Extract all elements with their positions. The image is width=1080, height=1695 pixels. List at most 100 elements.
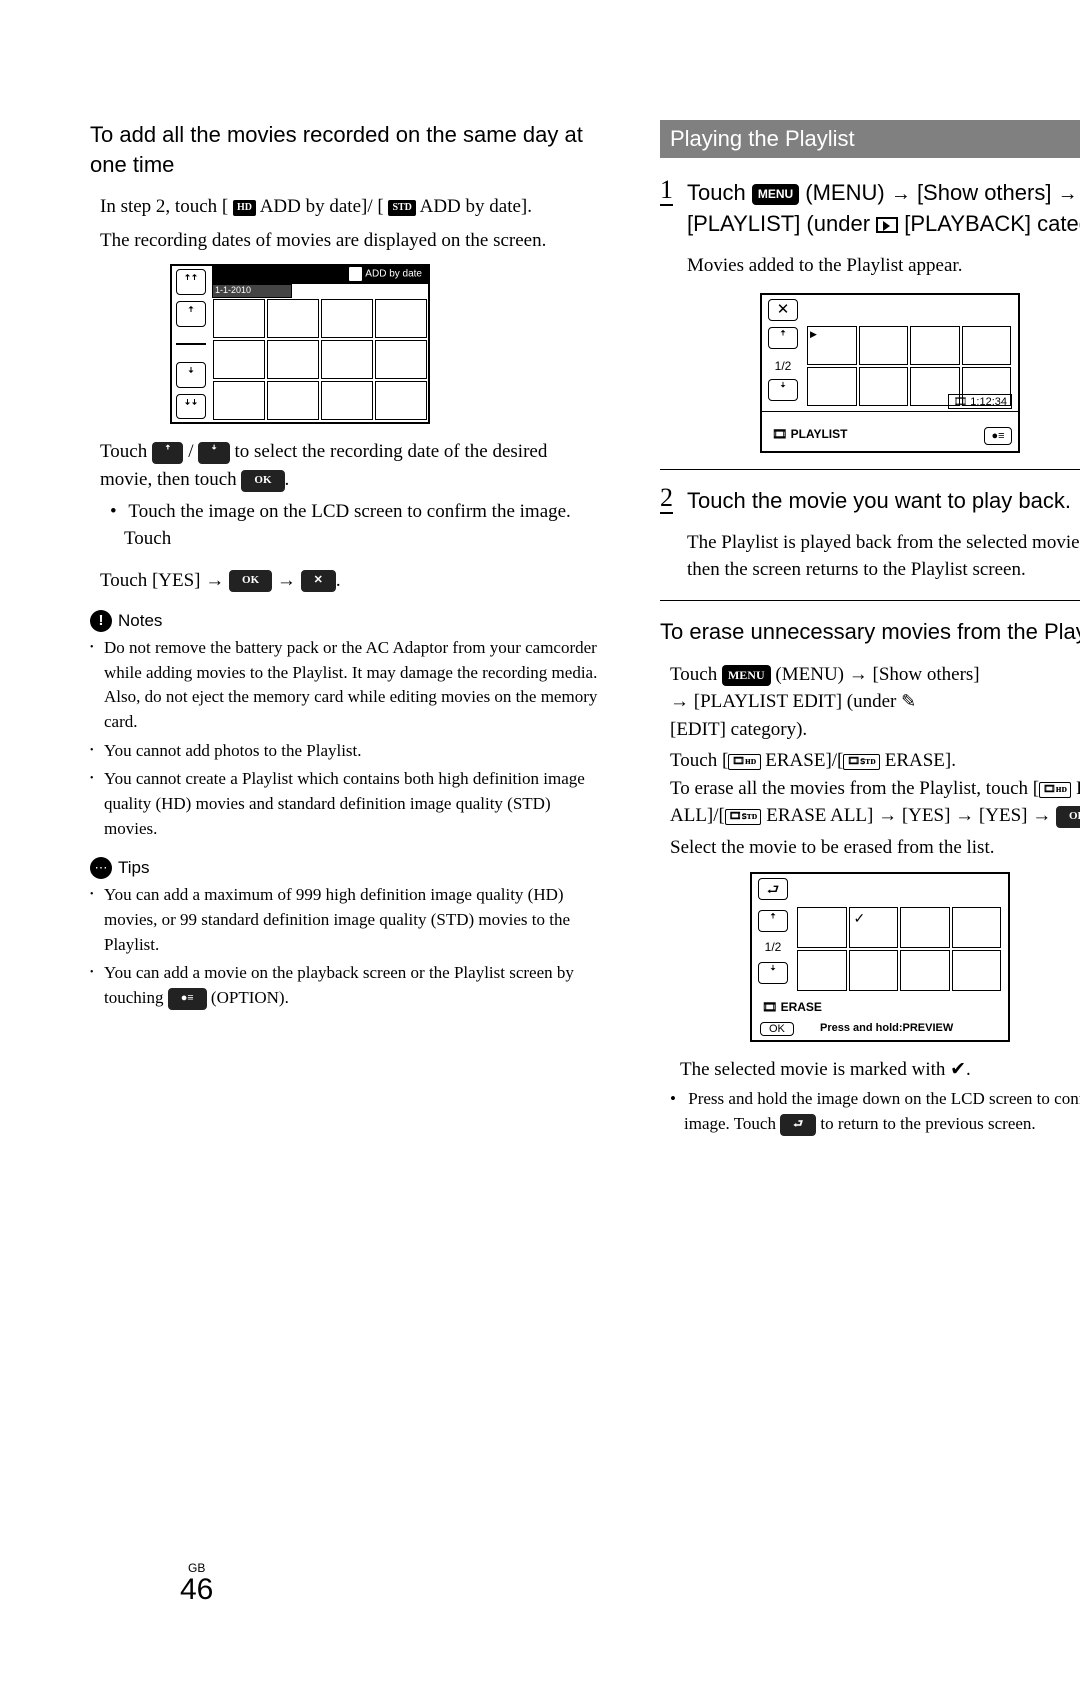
scrollbar-icon [176, 333, 206, 357]
erase-label: 🎞 ERASE [762, 1000, 822, 1014]
arrow-icon: → [277, 570, 296, 591]
scroll-down-icon[interactable]: ꜜ [176, 362, 206, 388]
right-step-1: Touch MENU (MENU) → [Show others] → [PLA… [660, 661, 1080, 744]
arrow-icon: → [891, 183, 911, 205]
notes-label: Notes [118, 611, 162, 631]
scroll-top-icon[interactable]: ꜛꜛ [176, 269, 206, 295]
step-number-icon: 2 [660, 486, 673, 514]
thumbnail[interactable] [849, 950, 899, 991]
left-column: To add all the movies recorded on the sa… [90, 120, 600, 1146]
thumbnail-checked[interactable] [849, 907, 899, 948]
text: ADD by date]/ [ [260, 196, 384, 217]
text: [YES] [902, 805, 951, 826]
text: [PLAYBACK] category). [898, 211, 1080, 236]
text: ADD by date]. [420, 196, 532, 217]
arrow-icon: → [878, 805, 897, 826]
arrow-icon: → [955, 805, 974, 826]
text: [YES] [979, 805, 1028, 826]
text: ERASE ALL] [761, 805, 878, 826]
page-num-value: 46 [180, 1573, 213, 1606]
thumbnail[interactable] [962, 326, 1012, 365]
step-number-icon: 1 [660, 178, 673, 206]
text: Touch [687, 180, 752, 205]
text: ERASE]. [880, 750, 956, 771]
thumbnail[interactable] [900, 907, 950, 948]
tips-label: Tips [118, 858, 150, 878]
ok-button[interactable]: OK [760, 1022, 794, 1036]
up-button-icon: ꜛ [152, 442, 184, 464]
text: (MENU) [771, 664, 849, 685]
thumbnail[interactable] [797, 907, 847, 948]
text: Select the movie to be erased from the l… [670, 834, 1080, 862]
text: Touch the image on the LCD screen to con… [124, 501, 571, 550]
thumbnail[interactable] [900, 950, 950, 991]
back-button[interactable]: ⮐ [758, 878, 788, 900]
option-button-icon: ●≡ [168, 988, 207, 1010]
down-button-icon: ꜜ [198, 442, 230, 464]
notes-list: Do not remove the battery pack or the AC… [90, 636, 600, 841]
arrow-icon: → [205, 570, 224, 591]
ok-button-icon: OK [229, 570, 272, 592]
ss1-grid [212, 298, 428, 422]
close-button[interactable]: ✕ [768, 299, 798, 321]
note-item: You cannot create a Playlist which conta… [90, 767, 600, 841]
right-step-3: Select the movie to be erased from the l… [660, 834, 1080, 862]
thumbnail[interactable] [952, 907, 1002, 948]
text: ERASE]/[ [761, 750, 844, 771]
scroll-up-icon[interactable]: ꜛ [768, 327, 798, 349]
option-button[interactable]: ●≡ [984, 427, 1012, 445]
screenshot-erase: ⮐ ꜛ 1/2 ꜜ 🎞 ERASE OK Press and hold:PREV… [750, 872, 1010, 1042]
right-step-2: Touch [🎞ʜᴅ ERASE]/[🎞ꜱᴛᴅ ERASE]. To erase… [660, 747, 1080, 830]
scroll-bottom-icon[interactable]: ꜜꜜ [176, 394, 206, 420]
note-item: Do not remove the battery pack or the AC… [90, 636, 600, 735]
tip-item: You can add a movie on the playback scre… [90, 961, 600, 1010]
heading-add-movies: To add all the movies recorded on the sa… [90, 120, 600, 179]
text: The Playlist is played back from the sel… [687, 529, 1080, 584]
text: [PLAYLIST] (under [687, 211, 876, 236]
screenshot-add-by-date: ꜛꜛ ꜛ ꜜ ꜜꜜ HD ADD by date 1-1-2010 [170, 264, 430, 424]
left-step-2: Touch ꜛ / ꜜ to select the recording date… [90, 438, 600, 562]
close-button-icon: ✕ [301, 570, 336, 592]
thumbnail[interactable] [807, 326, 857, 365]
text: The selected movie is marked with ✔. [680, 1056, 1080, 1084]
sub-note: Press and hold the image down on the LCD… [684, 1087, 1080, 1136]
thumbnail[interactable] [797, 950, 847, 991]
ok-button-icon: OK [241, 470, 284, 492]
scroll-down-icon[interactable]: ꜜ [758, 962, 788, 984]
thumbnail[interactable] [859, 326, 909, 365]
text: Touch [100, 441, 152, 462]
page-indicator: 1/2 [758, 936, 788, 958]
arrow-icon: → [1032, 805, 1051, 826]
text: Movies added to the Playlist appear. [687, 252, 1080, 280]
text: In step 2, touch [ [100, 196, 228, 217]
text: [Show others] [868, 664, 980, 685]
scroll-up-icon[interactable]: ꜛ [758, 910, 788, 932]
time-indicator: 🎞 1:12:34 [948, 394, 1012, 409]
edit-icon: ✎ [901, 691, 916, 711]
divider [660, 600, 1080, 601]
thumbnail[interactable] [807, 367, 857, 406]
thumbnail[interactable] [910, 326, 960, 365]
scroll-down-icon[interactable]: ꜜ [768, 379, 798, 401]
left-step-1: In step 2, touch [ HD ADD by date]/ [ ST… [90, 193, 600, 254]
notes-icon: ! [90, 610, 112, 632]
thumbnail[interactable] [952, 950, 1002, 991]
menu-badge-icon: MENU [752, 184, 799, 205]
text: The recording dates of movies are displa… [100, 227, 600, 255]
ss1-header: HD ADD by date [212, 266, 428, 284]
ok-button-icon: OK [1056, 806, 1080, 828]
text: (MENU) [799, 180, 891, 205]
hd-playlist-icon: 🎞ʜᴅ [1039, 782, 1071, 798]
hd-icon: HD [233, 200, 256, 216]
ss1-date: 1-1-2010 [212, 284, 292, 298]
text: [PLAYLIST EDIT] (under [689, 691, 901, 712]
page-number: GB 46 [180, 1561, 213, 1605]
arrow-icon: → [849, 664, 868, 685]
text: Touch [ [670, 750, 728, 771]
page-indicator: 1/2 [768, 355, 798, 377]
scroll-up-icon[interactable]: ꜛ [176, 301, 206, 327]
thumbnail[interactable] [859, 367, 909, 406]
std-playlist-icon: 🎞ꜱᴛᴅ [843, 754, 880, 770]
screenshot-playlist: ✕ ꜛ 1/2 ꜜ 🎞 1:12:34 🎞 PLAYLIST ●≡ [760, 293, 1020, 453]
tips-icon: ⋯ [90, 857, 112, 879]
